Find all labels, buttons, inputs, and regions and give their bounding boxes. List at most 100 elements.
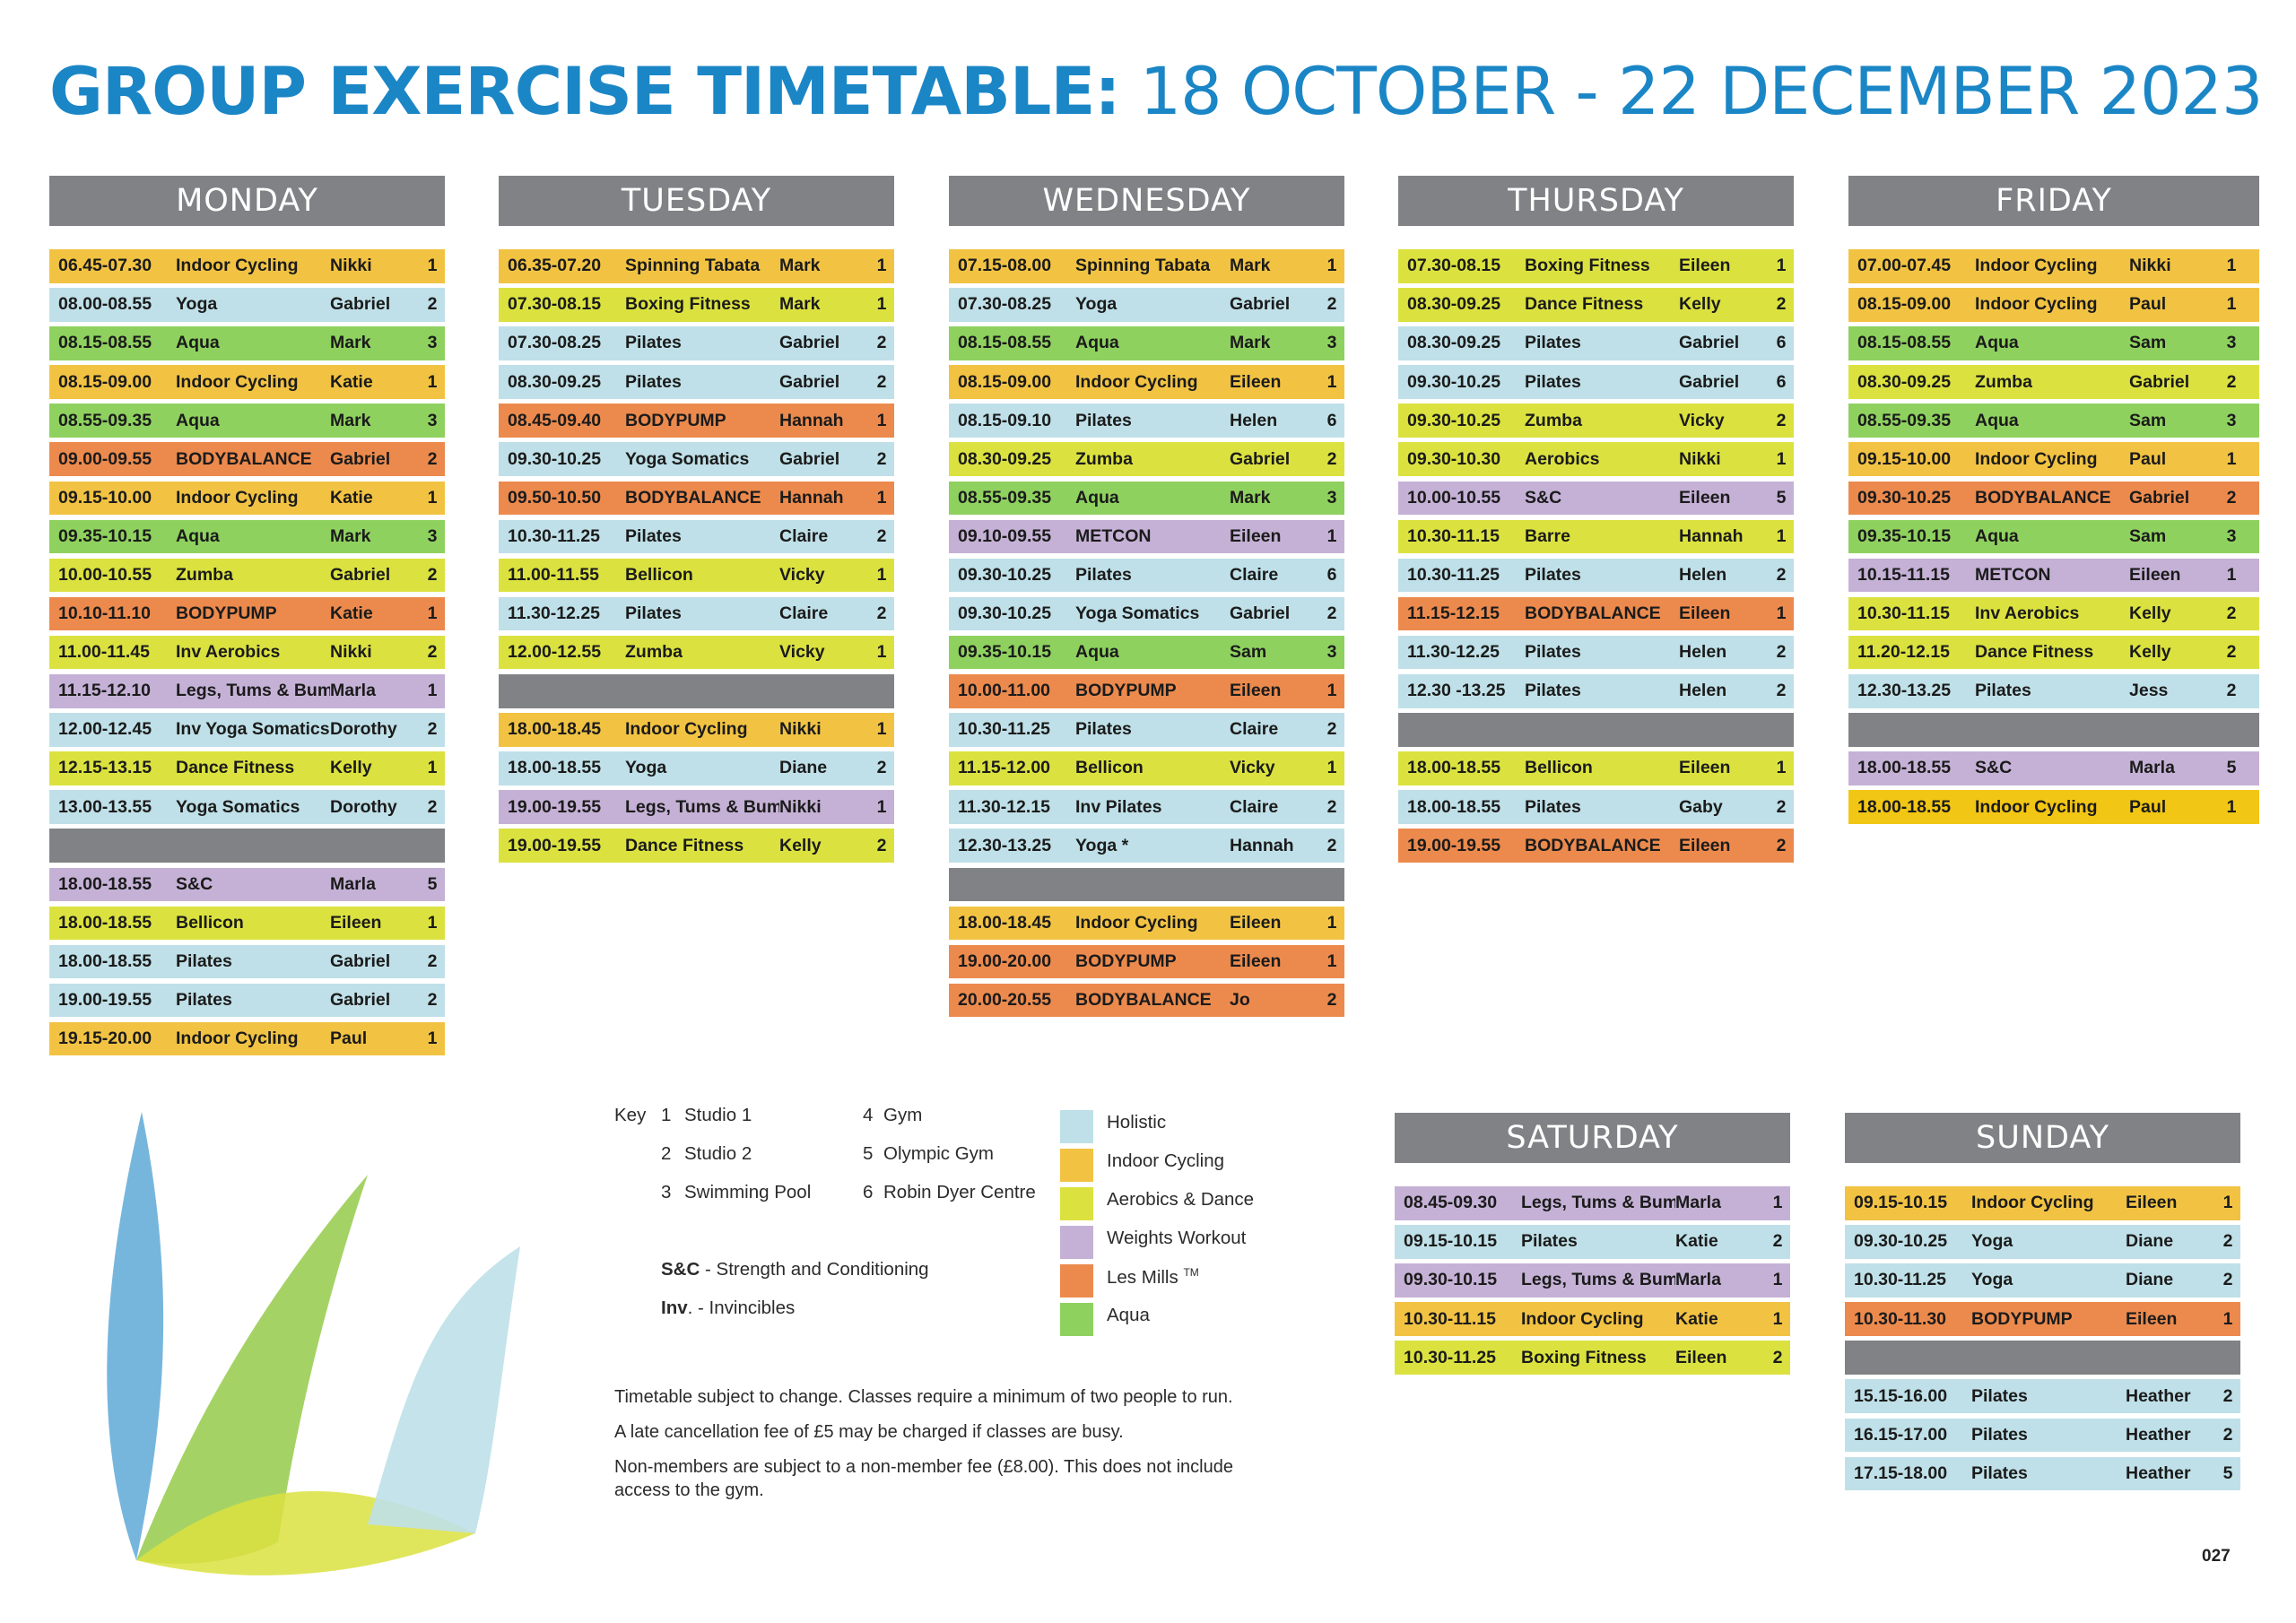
class-time: 10.15-11.15 [1857, 565, 1951, 585]
class-row: 08.15-08.55 Aqua Mark 3 [49, 326, 445, 360]
instructor-name: Gabriel [779, 333, 840, 353]
class-row: 18.00-18.55 Pilates Gabriel 2 [49, 944, 445, 979]
room-number: 3 [2226, 410, 2237, 430]
room-number: 1 [427, 487, 438, 508]
room-number: 3 [1326, 487, 1337, 508]
class-time: 15.15-16.00 [1854, 1385, 1948, 1406]
instructor-name: Dorothy [330, 719, 397, 740]
class-time: 10.30-11.25 [958, 719, 1051, 740]
class-time: 09.15-10.00 [58, 487, 152, 508]
class-time: 16.15-17.00 [1854, 1424, 1948, 1445]
class-row: 08.45-09.40 BODYPUMP Hannah 1 [499, 404, 894, 438]
class-time: 18.00-18.45 [508, 719, 602, 740]
page-number: 027 [2202, 1547, 2231, 1566]
day-header: SATURDAY [1395, 1113, 1790, 1163]
class-time: 09.35-10.15 [1857, 525, 1952, 546]
instructor-name: Gabriel [330, 294, 391, 315]
instructor-name: Hannah [1230, 835, 1294, 855]
class-name: Dance Fitness [176, 758, 295, 778]
class-row: 11.15-12.10 Legs, Tums & Bums Marla 1 [49, 674, 445, 708]
class-name: Pilates [1525, 681, 1581, 701]
instructor-name: Gaby [1679, 796, 1723, 817]
class-time: 09.30-10.25 [958, 603, 1052, 624]
class-time: 09.15-10.15 [1404, 1231, 1498, 1252]
room-number: 2 [427, 796, 438, 817]
room-number: 2 [2226, 371, 2237, 392]
class-name: S&C [1975, 758, 2013, 778]
class-name: Aqua [1975, 525, 2019, 546]
class-name: Indoor Cycling [176, 371, 299, 392]
class-name: Pilates [1975, 681, 2031, 701]
room-number: 2 [2222, 1270, 2233, 1290]
class-name: Pilates [1075, 719, 1132, 740]
day-header: SUNDAY [1845, 1113, 2240, 1163]
legend: Key 1 Studio 1 2 Studio 2 3 Swimming Poo… [614, 1105, 1260, 1356]
class-time: 08.45-09.30 [1404, 1193, 1498, 1213]
room-number: 2 [2226, 681, 2237, 701]
room-number: 1 [1772, 1193, 1783, 1213]
instructor-name: Nikki [779, 719, 822, 740]
room-number: 2 [2226, 603, 2237, 624]
room-number: 2 [1772, 1231, 1783, 1252]
section-divider [49, 829, 445, 863]
class-row: 10.30-11.15 Barre Hannah 1 [1398, 519, 1794, 554]
room-number: 3 [1326, 642, 1337, 663]
class-name: Pilates [625, 603, 682, 624]
instructor-name: Nikki [2129, 256, 2171, 276]
class-row: 19.00-19.55 Legs, Tums & Bums Nikki 1 [499, 790, 894, 824]
room-number: 2 [876, 448, 887, 469]
room-number: 4 [863, 1105, 874, 1125]
class-name: Aqua [1075, 333, 1119, 353]
trademark: TM [1183, 1266, 1199, 1279]
instructor-name: Mark [779, 256, 821, 276]
room-number: 1 [427, 681, 438, 701]
class-time: 09.30-10.25 [508, 448, 602, 469]
class-row: 08.55-09.35 Aqua Sam 3 [1848, 404, 2259, 438]
room-number: 6 [1326, 410, 1337, 430]
instructor-name: Heather [2126, 1424, 2191, 1445]
instructor-name: Eileen [1679, 603, 1731, 624]
room-name: Olympic Gym [883, 1143, 994, 1164]
class-row: 11.30-12.25 Pilates Helen 2 [1398, 635, 1794, 670]
class-row: 07.15-08.00 Spinning Tabata Mark 1 [949, 249, 1344, 283]
room-number: 2 [2226, 642, 2237, 663]
class-name: Aqua [1975, 333, 2019, 353]
instructor-name: Gabriel [779, 371, 840, 392]
class-row: 18.00-18.55 S&C Marla 5 [49, 867, 445, 901]
room-number: 2 [2226, 487, 2237, 508]
room-number: 2 [1776, 642, 1787, 663]
swatch-aerobics-dance [1060, 1187, 1093, 1220]
room-number: 2 [1776, 410, 1787, 430]
room-number: 2 [876, 371, 887, 392]
class-time: 08.30-09.25 [1857, 371, 1952, 392]
swatch-holistic [1060, 1110, 1093, 1143]
class-time: 08.55-09.35 [58, 410, 152, 430]
class-time: 10.00-11.00 [958, 681, 1051, 701]
class-row: 12.30-13.25 Yoga * Hannah 2 [949, 829, 1344, 863]
class-name: Legs, Tums & Bums [1521, 1270, 1675, 1290]
class-time: 07.00-07.45 [1857, 256, 1952, 276]
day-rows: 06.45-07.30 Indoor Cycling Nikki 1 08.00-08.… [49, 249, 445, 1056]
instructor-name: Marla [1675, 1270, 1721, 1290]
swatch-weights-workout [1060, 1226, 1093, 1259]
room-number: 1 [2226, 294, 2237, 315]
instructor-name: Hannah [779, 410, 844, 430]
instructor-name: Mark [330, 410, 371, 430]
instructor-name: Eileen [330, 912, 382, 933]
day-header: THURSDAY [1398, 176, 1794, 226]
room-number: 2 [1776, 294, 1787, 315]
day-rows: 08.45-09.30 Legs, Tums & Bums Marla 1 09.15-… [1395, 1186, 1790, 1375]
instructor-name: Gabriel [330, 565, 391, 585]
day-column-monday: MONDAY 06.45-07.30 Indoor Cycling Nikki 1 08… [49, 176, 445, 1061]
class-row: 08.30-09.25 Pilates Gabriel 6 [1398, 326, 1794, 360]
class-time: 08.15-08.55 [958, 333, 1052, 353]
instructor-name: Eileen [1679, 256, 1731, 276]
class-row: 10.00-10.55 Zumba Gabriel 2 [49, 558, 445, 593]
class-time: 11.30-12.25 [508, 603, 601, 624]
room-number: 2 [1776, 565, 1787, 585]
instructor-name: Eileen [2126, 1308, 2178, 1329]
class-time: 07.30-08.25 [958, 294, 1052, 315]
class-name: BODYBALANCE [1075, 990, 1212, 1011]
room-number: 2 [876, 835, 887, 855]
instructor-name: Marla [330, 873, 376, 894]
